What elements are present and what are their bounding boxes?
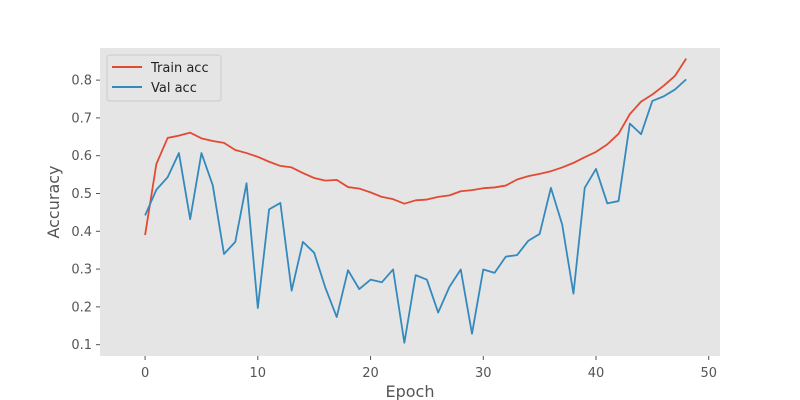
y-tick-label: 0.4	[71, 225, 92, 240]
y-axis: 0.1 0.2 0.3 0.4 0.5 0.6 0.7 0.8	[71, 74, 100, 353]
x-tick-label: 0	[141, 366, 149, 381]
x-axis-label: Epoch	[386, 382, 435, 400]
x-tick-label: 30	[475, 366, 492, 381]
series-lines	[144, 58, 687, 344]
y-tick-label: 0.5	[71, 187, 92, 202]
x-tick-label: 40	[588, 366, 605, 381]
x-axis: 0 10 20 30 40 50	[141, 356, 717, 381]
legend-label-0: Train acc	[150, 61, 209, 76]
series-line-0	[144, 58, 687, 236]
y-tick-label: 0.2	[71, 300, 92, 315]
x-tick-label: 10	[250, 366, 267, 381]
y-tick-label: 0.3	[71, 263, 92, 278]
y-tick-label: 0.7	[71, 111, 92, 126]
x-tick-label: 20	[362, 366, 379, 381]
y-tick-label: 0.6	[71, 149, 92, 164]
legend-label-1: Val acc	[151, 81, 197, 96]
y-axis-label: Accuracy	[44, 165, 63, 238]
x-tick-label: 50	[700, 366, 717, 381]
legend: Train acc Val acc	[106, 54, 222, 102]
y-tick-label: 0.8	[71, 74, 92, 89]
y-tick-label: 0.1	[71, 338, 92, 353]
series-line-1	[144, 78, 687, 344]
